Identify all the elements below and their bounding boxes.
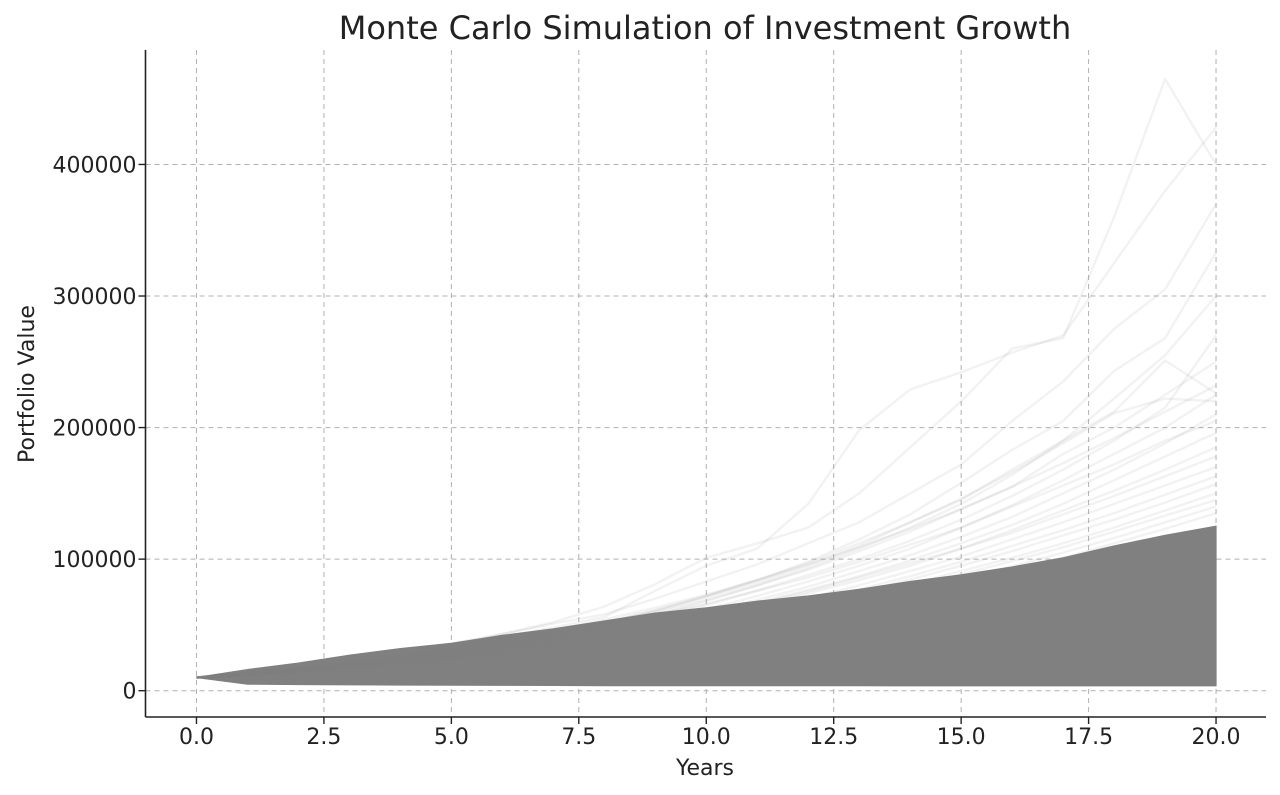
simulation-path [196,482,1217,679]
simulation-path [196,511,1217,679]
simulation-path [196,126,1217,679]
x-axis-label: Years [675,756,734,781]
simulation-path [196,359,1217,679]
simulation-path [196,393,1217,679]
simulation-path [196,465,1217,679]
simulation-path [196,203,1218,679]
y-axis-ticks: 0 100000 200000 300000 400000 [53,153,146,705]
x-tick-label: 12.5 [809,725,858,750]
x-tick-label: 17.5 [1064,725,1113,750]
simulation-path [196,431,1217,679]
simulation-path [196,360,1217,679]
y-axis-label: Portfolio Value [15,305,40,463]
simulation-band [196,525,1217,687]
simulation-path [196,295,1217,679]
y-tick-label: 200000 [53,417,137,442]
simulation-path [196,446,1217,679]
simulation-path [196,384,1217,679]
x-axis-ticks: 0.0 2.5 5.0 7.5 10.0 12.5 15.0 17.5 20.0 [179,717,1241,750]
x-tick-label: 20.0 [1192,725,1241,750]
x-tick-label: 5.0 [434,725,469,750]
simulation-path [196,455,1217,679]
y-tick-label: 0 [123,680,137,705]
simulation-path [196,413,1217,679]
simulation-path [196,475,1217,679]
simulation-path [196,251,1218,679]
simulation-path [196,419,1217,679]
x-tick-label: 0.0 [179,725,214,750]
simulation-path [196,334,1217,679]
dense-band [196,525,1217,687]
simulation-path [196,77,1218,679]
y-tick-label: 300000 [53,285,137,310]
simulation-path [196,498,1217,679]
simulation-path [196,505,1217,679]
simulation-path [196,397,1217,679]
x-tick-label: 2.5 [306,725,341,750]
x-tick-label: 15.0 [937,725,986,750]
x-tick-label: 10.0 [682,725,731,750]
grid [145,50,1266,717]
chart-title: Monte Carlo Simulation of Investment Gro… [339,9,1072,47]
simulation-paths [196,77,1218,679]
y-tick-label: 400000 [53,153,137,178]
y-tick-label: 100000 [53,548,137,573]
x-tick-label: 7.5 [561,725,596,750]
simulation-path [196,492,1217,679]
